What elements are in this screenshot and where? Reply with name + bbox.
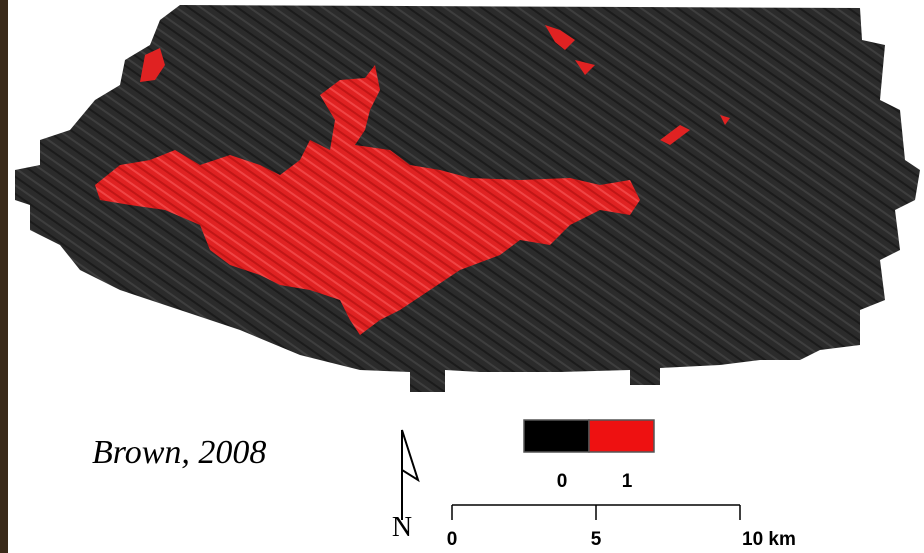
scale-labels: 0 5 10 km xyxy=(447,529,796,550)
legend-swatch xyxy=(589,420,654,452)
scale-label: 0 xyxy=(447,529,458,550)
legend-label: 1 xyxy=(622,471,633,492)
page: {"map": {"citation": "Brown, 2008", "leg… xyxy=(0,0,924,553)
scale-label: 10 km xyxy=(742,529,796,550)
citation: Brown, 2008 xyxy=(92,434,266,471)
scale-label: 5 xyxy=(591,529,602,550)
map-figure: Brown, 2008 N 01 0510 km xyxy=(0,0,924,553)
left-border xyxy=(0,0,8,553)
legend-swatch xyxy=(524,420,589,452)
scale-bar xyxy=(452,505,740,520)
legend-label: 0 xyxy=(557,471,568,492)
north-label: N xyxy=(392,512,412,543)
north-arrow xyxy=(402,430,418,520)
